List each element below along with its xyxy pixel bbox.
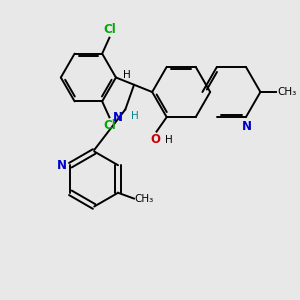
Text: O: O [151, 133, 161, 146]
Text: CH₃: CH₃ [135, 194, 154, 204]
Text: CH₃: CH₃ [277, 87, 296, 97]
Text: H: H [165, 135, 173, 145]
Text: N: N [242, 120, 252, 133]
Text: H: H [123, 70, 131, 80]
Text: Cl: Cl [103, 119, 116, 132]
Text: Cl: Cl [103, 23, 116, 36]
Text: N: N [57, 159, 67, 172]
Text: N: N [113, 111, 123, 124]
Text: H: H [130, 111, 138, 121]
